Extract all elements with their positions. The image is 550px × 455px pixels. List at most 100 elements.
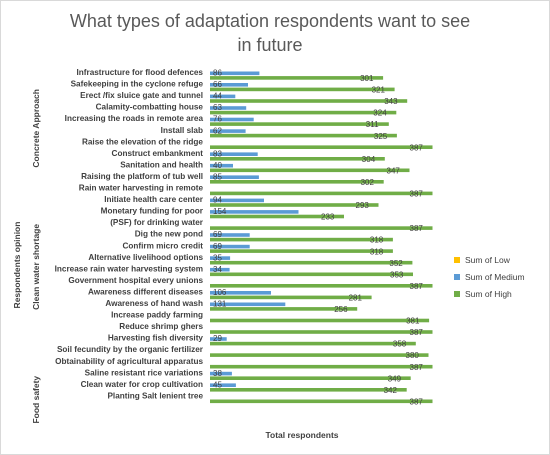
value-label-high-5: 325: [374, 132, 388, 141]
bar-medium-11: [210, 198, 264, 203]
bar-high-12: [210, 214, 344, 219]
bar-high-8: [210, 168, 410, 173]
bar-high-27: [210, 388, 407, 392]
bar-medium-2: [210, 94, 236, 99]
value-label-high-19: 281: [349, 294, 363, 303]
chart-title-line-1: What types of adaptation respondents wan…: [70, 11, 470, 31]
legend-entry-0: Sum of Low: [465, 255, 511, 265]
bar-high-19: [210, 295, 372, 300]
group-label-1: Clean water shortage: [31, 224, 41, 310]
x-axis-label: Total respondents: [265, 430, 338, 440]
bar-medium-9: [210, 175, 259, 179]
value-label-high-1: 321: [372, 86, 386, 95]
value-label-high-6: 387: [410, 143, 424, 152]
bar-high-21: [210, 318, 430, 323]
category-label-13: (PSF) for drinking water: [110, 218, 204, 227]
category-label-26: Saline resistant rice variations: [85, 368, 204, 377]
group-label-2: Food safety: [31, 376, 41, 424]
category-label-8: Sanitation and health: [120, 160, 203, 169]
category-label-23: Harvesting fish diversity: [108, 334, 204, 343]
category-label-7: Construct embankment: [112, 149, 204, 158]
category-label-2: Erect /fix sluice gate and tunnel: [80, 91, 203, 100]
category-label-24: Soil fecundity by the organic fertilizer: [57, 345, 204, 354]
category-label-5: Install slab: [161, 126, 203, 135]
category-label-12: Monetary funding for poor: [101, 207, 204, 216]
value-label-high-2: 343: [384, 97, 398, 106]
value-label-medium-15: 69: [213, 242, 222, 251]
bar-high-18: [210, 284, 433, 288]
bar-medium-0: [210, 71, 260, 76]
category-label-3: Calamity-combatting house: [96, 103, 204, 112]
value-label-high-3: 324: [373, 109, 387, 118]
bar-high-2: [210, 99, 408, 103]
bar-high-28: [210, 399, 433, 404]
bar-high-22: [210, 330, 433, 334]
value-label-medium-11: 94: [213, 196, 222, 205]
bar-medium-12: [210, 210, 299, 214]
category-label-21: Increase paddy farming: [111, 311, 203, 320]
bar-medium-17: [210, 267, 230, 272]
category-label-11: Initiate health care center: [104, 195, 204, 204]
legend-swatch-1: [454, 274, 460, 280]
bar-medium-16: [210, 256, 231, 260]
bar-high-0: [210, 76, 384, 80]
bar-medium-26: [210, 371, 232, 376]
value-label-medium-14: 69: [213, 230, 222, 239]
chart-title-line-2: in future: [237, 35, 302, 55]
category-label-4: Increasing the roads in remote area: [65, 114, 204, 123]
bar-medium-1: [210, 83, 248, 87]
bar-high-3: [210, 110, 397, 115]
value-label-medium-16: 35: [213, 253, 222, 262]
bar-medium-4: [210, 117, 254, 122]
value-label-high-15: 318: [370, 247, 384, 256]
legend-swatch-0: [454, 257, 460, 263]
bar-high-13: [210, 226, 433, 230]
category-label-1: Safekeeping in the cyclone refuge: [71, 80, 204, 89]
bar-high-5: [210, 133, 397, 138]
bar-medium-15: [210, 244, 250, 249]
value-label-high-7: 304: [362, 155, 376, 164]
value-label-medium-9: 85: [213, 172, 222, 181]
value-label-high-27: 342: [384, 386, 398, 395]
value-label-high-10: 387: [410, 190, 424, 199]
category-label-22: Reduce shrimp ghers: [119, 322, 203, 331]
value-label-medium-5: 62: [213, 126, 222, 135]
value-label-high-11: 293: [356, 201, 370, 210]
bar-medium-27: [210, 383, 236, 387]
value-label-medium-4: 76: [213, 115, 222, 124]
value-label-medium-12: 154: [213, 207, 227, 216]
category-label-9: Raising the platform of tub well: [81, 172, 203, 181]
value-label-high-20: 256: [334, 305, 348, 314]
bar-medium-14: [210, 233, 250, 237]
bar-high-17: [210, 272, 413, 277]
bar-high-9: [210, 180, 384, 184]
category-label-28: Planting Salt lenient tree: [107, 391, 203, 400]
category-label-17: Increase rain water harvesting system: [55, 264, 203, 273]
category-label-19: Awareness different diseases: [88, 288, 203, 297]
category-label-0: Infrastructure for flood defences: [77, 68, 204, 77]
value-label-high-21: 381: [406, 317, 420, 326]
value-label-high-26: 349: [388, 374, 402, 383]
category-label-10: Rain water harvesting in remote: [79, 184, 204, 193]
legend-entry-1: Sum of Medium: [465, 272, 525, 282]
group-label-0: Concrete Approach: [31, 89, 41, 168]
value-label-high-22: 387: [410, 328, 424, 337]
bar-high-7: [210, 157, 385, 161]
value-label-medium-1: 66: [213, 80, 222, 89]
category-label-14: Dig the new pond: [135, 230, 203, 239]
value-label-high-18: 387: [410, 282, 424, 291]
legend-swatch-2: [454, 291, 460, 297]
bar-high-1: [210, 87, 395, 92]
value-label-high-0: 301: [360, 74, 374, 83]
y-axis-label: Respondents opinion: [12, 222, 22, 309]
category-label-27: Clean water for crop cultivation: [81, 380, 203, 389]
bar-high-14: [210, 237, 393, 242]
category-label-15: Confirm micro credit: [122, 241, 203, 250]
bar-medium-7: [210, 152, 258, 156]
value-label-medium-26: 38: [213, 369, 222, 378]
bar-high-4: [210, 122, 389, 126]
value-label-medium-27: 45: [213, 380, 222, 389]
bar-medium-20: [210, 302, 286, 307]
value-label-medium-3: 63: [213, 103, 222, 112]
